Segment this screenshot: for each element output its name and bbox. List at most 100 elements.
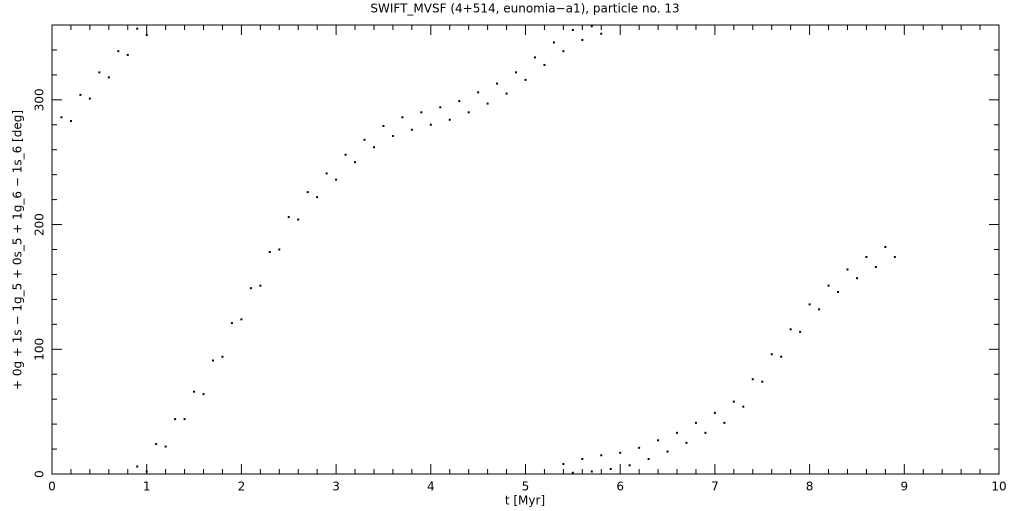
point [183,418,186,421]
point [761,380,764,383]
point [230,322,233,325]
point [713,411,716,414]
y-tick-label: 100 [33,338,47,361]
point [439,106,442,109]
point [600,454,603,457]
point [335,178,338,181]
point [287,216,290,219]
point [524,78,527,81]
point [505,92,508,95]
point [429,123,432,126]
point [202,393,205,396]
point [751,378,754,381]
x-axis-label: t [Myr] [505,494,545,508]
point [401,116,404,119]
point [619,451,622,454]
point [486,102,489,105]
y-tick-label: 200 [33,213,47,236]
point [647,458,650,461]
x-tick-label: 4 [427,480,435,494]
point [874,265,877,268]
point [704,431,707,434]
point [136,27,139,30]
point [467,111,470,114]
point [666,450,669,453]
point [818,308,821,311]
point [837,290,840,293]
point [552,41,555,44]
x-tick-label: 1 [143,480,151,494]
point [685,441,688,444]
point [259,284,262,287]
point [742,405,745,408]
point [600,32,603,35]
y-tick-label: 300 [33,88,47,111]
x-tick-label: 10 [991,480,1006,494]
point [420,111,423,114]
point [211,359,214,362]
point [628,464,631,467]
point [676,431,679,434]
point [893,255,896,258]
point [770,353,773,356]
point [88,97,91,100]
point [60,116,63,119]
point [638,446,641,449]
x-tick-label: 5 [522,480,530,494]
chart-title: SWIFT_MVSF (4+514, eunomia−a1), particle… [370,2,679,16]
point [391,135,394,138]
point [372,146,375,149]
point [240,318,243,321]
point [145,33,148,36]
x-tick-label: 2 [238,480,246,494]
point [410,128,413,131]
point [193,390,196,393]
x-tick-label: 6 [616,480,624,494]
point [477,91,480,94]
x-tick-label: 8 [806,480,814,494]
point [354,161,357,164]
x-tick-label: 0 [48,480,56,494]
point [581,38,584,41]
x-tick-label: 7 [711,480,719,494]
point [789,328,792,331]
point [827,284,830,287]
point [297,218,300,221]
point [496,82,499,85]
x-tick-label: 9 [900,480,908,494]
point [515,71,518,74]
point [694,421,697,424]
point [657,439,660,442]
point [808,303,811,306]
point [571,28,574,31]
point [609,468,612,471]
point [723,421,726,424]
point [562,50,565,53]
point [145,470,148,473]
point [855,277,858,280]
point [164,445,167,448]
point [136,465,139,468]
point [590,25,593,28]
point [581,458,584,461]
point [278,248,281,251]
point [316,196,319,199]
point [562,463,565,466]
point [732,400,735,403]
point [126,53,129,56]
point [865,255,868,258]
point [98,71,101,74]
point [543,63,546,66]
point [780,355,783,358]
point [458,100,461,103]
point [590,470,593,473]
point [306,191,309,194]
plot-frame [51,24,1000,475]
point [571,471,574,474]
point [325,172,328,175]
x-tick-label: 3 [332,480,340,494]
point [799,330,802,333]
point [174,418,177,421]
point [221,355,224,358]
